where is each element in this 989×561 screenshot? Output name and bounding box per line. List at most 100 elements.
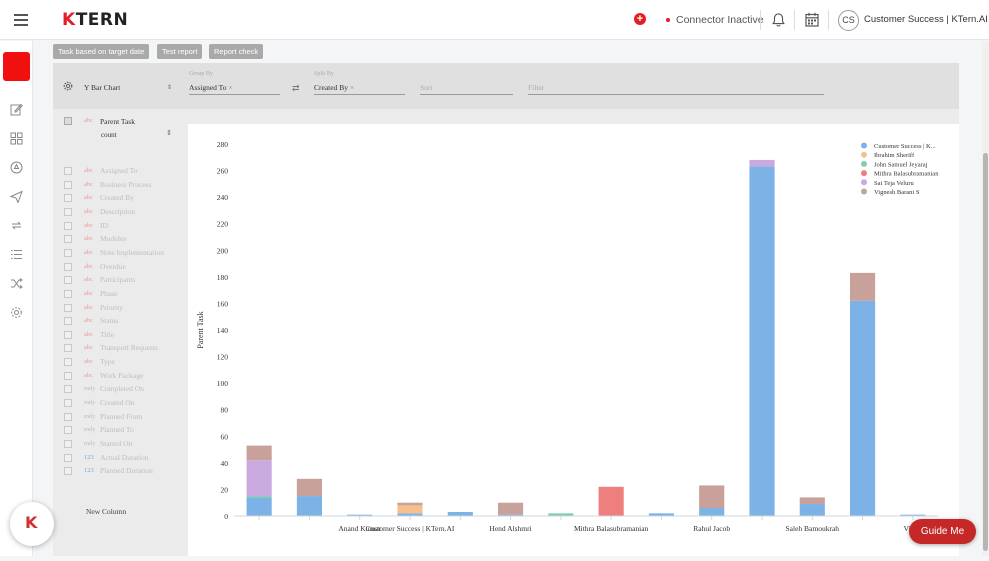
list-icon[interactable] bbox=[10, 248, 23, 261]
column-checkbox[interactable] bbox=[64, 235, 72, 244]
legend-marker bbox=[861, 188, 867, 195]
column-item[interactable]: Participants bbox=[100, 275, 136, 285]
column-checkbox[interactable] bbox=[64, 207, 72, 216]
report-chip-test-report[interactable]: Test report bbox=[157, 44, 203, 59]
column-item[interactable]: Planned Duration bbox=[100, 466, 153, 476]
column-item[interactable]: Started On bbox=[100, 439, 133, 448]
scrollbar-thumb[interactable] bbox=[983, 153, 988, 551]
divider bbox=[828, 10, 829, 30]
column-item[interactable]: Planned To bbox=[100, 425, 134, 435]
target-icon[interactable] bbox=[10, 161, 23, 174]
column-checkbox[interactable] bbox=[64, 248, 72, 257]
column-checkbox[interactable] bbox=[64, 221, 72, 230]
selected-column-parent-task[interactable]: Parent Task bbox=[100, 117, 135, 126]
column-item[interactable]: Phase bbox=[100, 288, 118, 298]
grid-icon[interactable] bbox=[10, 132, 23, 145]
chevron-updown-icon[interactable]: ⇕ bbox=[166, 130, 172, 137]
column-checkbox[interactable] bbox=[64, 453, 72, 462]
column-checkbox[interactable] bbox=[64, 194, 72, 203]
field-type-label: mdy bbox=[84, 426, 96, 434]
field-type-label: abc bbox=[84, 289, 94, 297]
chart-type-select[interactable]: Y Bar Chart ⇕ bbox=[84, 83, 172, 92]
column-checkbox[interactable] bbox=[64, 358, 72, 367]
column-item[interactable]: Created On bbox=[100, 398, 135, 408]
chart-settings-bar: Y Bar Chart ⇕ Group By Assigned To × ⇄ Sp… bbox=[53, 63, 959, 109]
split-by-field[interactable]: Created By × bbox=[314, 82, 405, 95]
column-item[interactable]: Title bbox=[100, 329, 114, 339]
column-checkbox[interactable] bbox=[64, 385, 72, 394]
column-checkbox[interactable] bbox=[64, 412, 72, 421]
column-checkbox[interactable] bbox=[64, 180, 72, 189]
gear-icon[interactable] bbox=[63, 81, 73, 91]
column-checkbox[interactable] bbox=[64, 303, 72, 312]
column-checkbox[interactable] bbox=[64, 289, 72, 298]
column-checkbox[interactable] bbox=[64, 262, 72, 271]
report-chip-task-target-date[interactable]: Task based on target date bbox=[53, 44, 150, 59]
ktern-logo[interactable]: KTERN bbox=[62, 10, 129, 30]
send-icon[interactable] bbox=[10, 190, 23, 203]
column-item[interactable]: Created By bbox=[100, 193, 134, 203]
new-column-button[interactable]: New Column bbox=[86, 507, 127, 516]
guide-me-button[interactable]: Guide Me bbox=[909, 519, 976, 544]
calendar-icon[interactable] bbox=[805, 12, 819, 27]
column-item[interactable]: ID bbox=[100, 220, 108, 230]
field-type-label: abc bbox=[84, 330, 94, 338]
filter-field[interactable]: Filter bbox=[528, 82, 824, 95]
column-checkbox[interactable] bbox=[64, 317, 72, 326]
column-item[interactable]: Status bbox=[100, 316, 119, 326]
column-checkbox[interactable] bbox=[64, 344, 72, 353]
aggregation-select[interactable]: count bbox=[101, 131, 117, 139]
add-icon[interactable]: + bbox=[634, 13, 646, 25]
bar-segment bbox=[397, 502, 423, 506]
bar-segment bbox=[548, 513, 574, 516]
bell-icon[interactable] bbox=[771, 12, 786, 28]
column-checkbox[interactable] bbox=[64, 426, 72, 435]
column-checkbox[interactable] bbox=[64, 467, 72, 476]
column-item[interactable]: Note Implementation bbox=[100, 247, 164, 257]
column-item[interactable]: Assigned To bbox=[100, 166, 138, 175]
field-type-label: abc bbox=[84, 235, 94, 243]
edit-icon[interactable] bbox=[10, 103, 23, 116]
group-by-field[interactable]: Assigned To × bbox=[189, 82, 280, 95]
bar-segment bbox=[799, 497, 825, 505]
column-item[interactable]: Priority bbox=[100, 302, 123, 312]
column-item[interactable]: Description bbox=[100, 206, 135, 216]
column-checkbox[interactable] bbox=[64, 167, 72, 175]
report-chip-report-check[interactable]: Report check bbox=[209, 44, 264, 59]
field-type-label: mdy bbox=[84, 385, 96, 393]
column-checkbox[interactable] bbox=[64, 330, 72, 339]
bar-segment bbox=[246, 497, 272, 516]
column-item[interactable]: Type bbox=[100, 357, 115, 367]
user-name[interactable]: Customer Success | KTern.AI bbox=[864, 14, 988, 25]
column-item[interactable]: Work Package bbox=[100, 370, 144, 380]
column-item[interactable]: Actual Duration bbox=[100, 452, 149, 462]
column-checkbox[interactable] bbox=[64, 440, 72, 448]
column-checkbox[interactable] bbox=[64, 371, 72, 380]
column-item[interactable]: Planned From bbox=[100, 411, 143, 421]
parent-task-checkbox[interactable] bbox=[64, 117, 72, 125]
x-tick-label: Saleh Bamoukrah bbox=[786, 524, 840, 533]
settings-icon[interactable] bbox=[10, 306, 23, 319]
nav-active-item[interactable] bbox=[3, 52, 30, 81]
column-item[interactable]: Completed On bbox=[100, 384, 144, 394]
column-item[interactable]: Overdue bbox=[100, 261, 126, 271]
shuffle-icon[interactable] bbox=[10, 277, 23, 290]
legend-marker bbox=[861, 160, 867, 167]
column-checkbox[interactable] bbox=[64, 399, 72, 408]
field-type-label: abc bbox=[84, 317, 94, 325]
column-item[interactable]: Transport Requests bbox=[100, 343, 158, 353]
swap-icon[interactable]: ⇄ bbox=[292, 83, 300, 93]
menu-icon[interactable] bbox=[14, 14, 28, 26]
ktern-assistant-button[interactable]: K bbox=[10, 502, 54, 546]
column-item[interactable]: Business Process bbox=[100, 179, 152, 189]
bar-segment bbox=[749, 166, 775, 517]
avatar[interactable]: CS bbox=[838, 10, 859, 31]
column-item[interactable]: Modules bbox=[100, 234, 127, 244]
sync-icon[interactable] bbox=[10, 219, 23, 232]
field-type-label: abc bbox=[84, 194, 94, 202]
connector-status[interactable]: Connector Inactive bbox=[676, 14, 764, 26]
field-type-label: abc bbox=[84, 207, 94, 215]
column-checkbox[interactable] bbox=[64, 276, 72, 285]
sort-field[interactable]: Sort bbox=[420, 82, 513, 95]
y-tick-label: 140 bbox=[217, 326, 229, 335]
